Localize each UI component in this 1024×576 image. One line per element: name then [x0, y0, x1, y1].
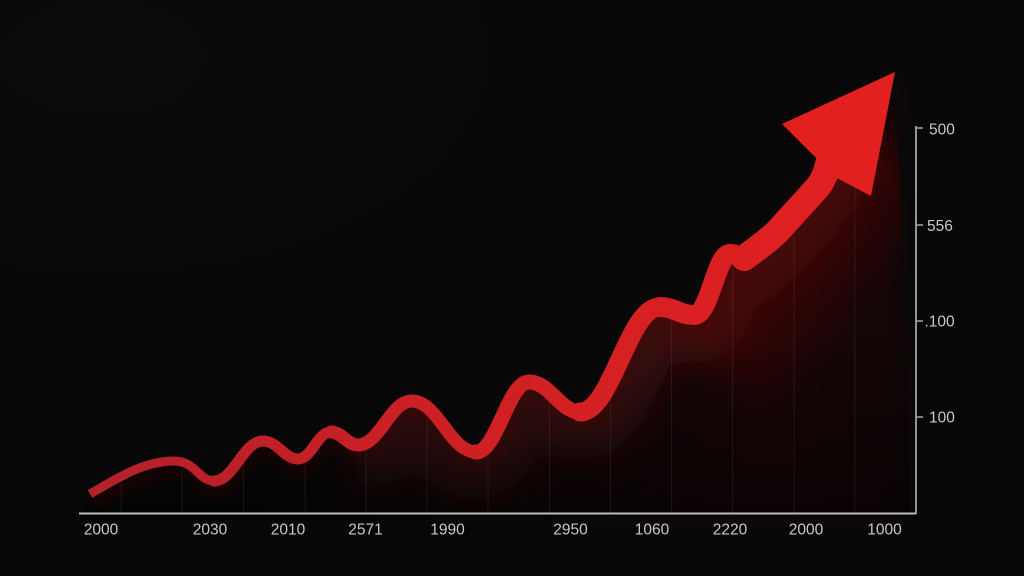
svg-text:500: 500: [929, 122, 955, 139]
svg-text:556: 556: [927, 218, 953, 235]
svg-text:1060: 1060: [635, 522, 670, 539]
svg-text:2030: 2030: [193, 522, 228, 539]
svg-text:1990: 1990: [430, 522, 465, 539]
svg-text:100: 100: [929, 410, 955, 427]
svg-text:2010: 2010: [271, 522, 306, 539]
svg-text:.100: .100: [925, 314, 956, 331]
svg-text:2571: 2571: [348, 522, 382, 539]
svg-text:1000: 1000: [867, 522, 902, 539]
svg-text:2000: 2000: [789, 522, 824, 539]
svg-text:2220: 2220: [713, 522, 748, 539]
svg-text:2950: 2950: [553, 522, 588, 539]
svg-text:2000: 2000: [84, 522, 119, 539]
